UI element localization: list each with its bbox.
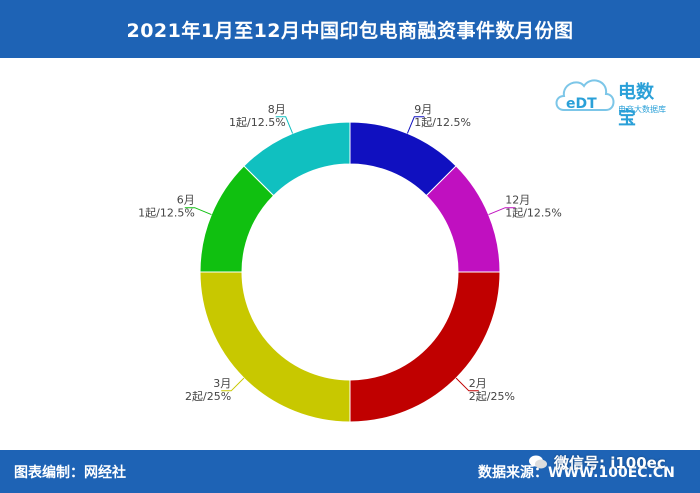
wechat-icon — [529, 455, 547, 469]
brand-logo: eDT 电数宝 电商大数据库 — [552, 68, 670, 129]
slice-8月 — [243, 121, 351, 197]
footer-source: 数据来源：WWW.100EC.CN — [478, 465, 675, 481]
slice-label-value: 2起/25% — [185, 390, 231, 403]
slice-label-value: 1起/12.5% — [138, 207, 195, 220]
wechat-watermark: 微信号: i100ec — [528, 450, 698, 474]
slice-label-value: 1起/12.5% — [229, 116, 286, 129]
leader-line-3月 — [221, 377, 245, 392]
logo-subtitle: 电商大数据库 — [618, 105, 666, 114]
slice-label-month: 8月 — [268, 103, 286, 116]
logo-mark: eDT — [566, 96, 597, 112]
slice-label-month: 3月 — [213, 377, 231, 390]
slice-label-month: 12月 — [505, 194, 530, 207]
slice-label-month: 2月 — [469, 377, 487, 390]
footer-bar: 图表编制：网经社 数据来源：WWW.100EC.CN — [0, 450, 700, 493]
leader-line-12月 — [488, 207, 516, 216]
title-bar: 2021年1月至12月中国印包电商融资事件数月份图 — [0, 0, 700, 58]
slice-labels: 9月1起/12.5%12月1起/12.5%2月2起/25%3月2起/25%6月1… — [138, 103, 562, 403]
logo-brand: 电数宝 — [618, 82, 654, 129]
leader-line-9月 — [406, 116, 425, 134]
slice-label-month: 9月 — [414, 103, 432, 116]
slice-label-value: 1起/12.5% — [414, 116, 471, 129]
chart-title: 2021年1月至12月中国印包电商融资事件数月份图 — [126, 19, 574, 42]
donut-slices — [199, 121, 501, 423]
leader-line-6月 — [184, 207, 212, 216]
leader-line-8月 — [275, 116, 294, 134]
leader-line-2月 — [455, 377, 479, 392]
leader-lines — [184, 116, 516, 392]
cloud-logo-icon: eDT — [555, 79, 615, 112]
slice-label-month: 6月 — [177, 194, 195, 207]
slice-label-value: 1起/12.5% — [505, 207, 562, 220]
wechat-id: 微信号: i100ec — [554, 453, 666, 472]
slice-label-value: 2起/25% — [469, 390, 515, 403]
donut-chart: 9月1起/12.5%12月1起/12.5%2月2起/25%3月2起/25%6月1… — [138, 103, 562, 423]
footer-editor: 图表编制：网经社 — [14, 465, 126, 481]
